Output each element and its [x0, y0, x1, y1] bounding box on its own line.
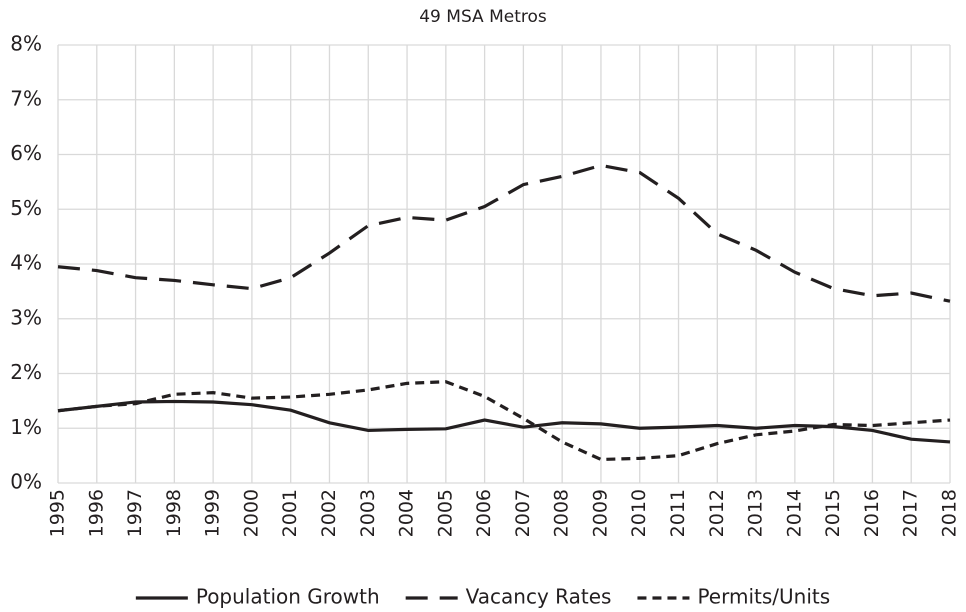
data-line	[57, 399, 951, 444]
x-tick-label: 2016	[861, 489, 883, 537]
x-tick-label: 2010	[628, 489, 650, 537]
legend-label: Permits/Units	[697, 585, 830, 609]
y-tick-label: 2%	[10, 360, 42, 384]
x-tick-label: 2017	[900, 489, 922, 537]
legend-label: Vacancy Rates	[466, 585, 612, 609]
y-tick-label: 4%	[10, 251, 42, 275]
x-tick-label: 2012	[706, 489, 728, 537]
x-tick-label: 2008	[551, 489, 573, 537]
x-tick-label: 2000	[240, 489, 262, 537]
y-tick-label: 3%	[10, 305, 42, 329]
x-tick-label: 2006	[473, 489, 495, 537]
chart-title: 49 MSA Metros	[419, 7, 547, 27]
x-tick-label: 2001	[279, 489, 301, 537]
x-tick-label: 1995	[47, 489, 69, 537]
legend-label: Population Growth	[196, 585, 380, 609]
x-tick-label: 2014	[783, 489, 805, 537]
x-tick-label: 2015	[822, 489, 844, 537]
y-tick-label: 6%	[10, 141, 42, 165]
data-line	[57, 380, 951, 462]
x-tick-label: 2002	[318, 489, 340, 537]
x-tick-label: 2009	[589, 489, 611, 537]
x-tick-label: 2013	[745, 489, 767, 537]
y-tick-label: 1%	[10, 415, 42, 439]
x-tick-label: 1996	[85, 489, 107, 537]
x-tick-label: 1998	[163, 489, 185, 537]
data-line	[57, 163, 951, 303]
y-tick-label: 7%	[10, 86, 42, 110]
x-tick-label: 2004	[396, 489, 418, 537]
x-tick-label: 2011	[667, 489, 689, 537]
x-tick-label: 1999	[202, 489, 224, 537]
x-tick-label: 2005	[434, 489, 456, 537]
x-tick-label: 1997	[124, 489, 146, 537]
x-tick-label: 2003	[357, 489, 379, 537]
y-tick-label: 5%	[10, 196, 42, 220]
y-tick-label: 0%	[10, 470, 42, 494]
y-tick-label: 8%	[10, 32, 42, 56]
x-tick-label: 2018	[939, 489, 961, 537]
x-tick-label: 2007	[512, 489, 534, 537]
